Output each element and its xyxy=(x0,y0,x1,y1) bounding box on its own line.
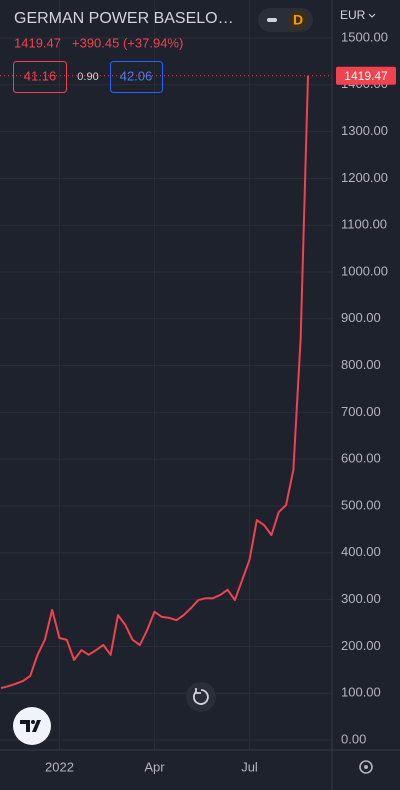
symbol[interactable]: GERMAN POWER BASELO… xyxy=(14,10,234,27)
bid-box[interactable] xyxy=(13,61,67,93)
y-tick-label: 0.00 xyxy=(341,731,366,746)
ask-box[interactable] xyxy=(110,61,163,93)
spread: 0.90 xyxy=(77,71,98,83)
last-price: 1419.47 xyxy=(14,35,61,50)
y-tick-label: 300.00 xyxy=(341,591,381,606)
settings-center xyxy=(364,765,368,769)
currency-caret xyxy=(368,13,376,18)
y-tick-label: 1300.00 xyxy=(341,123,388,138)
y-tick-label: 600.00 xyxy=(341,451,381,466)
price-line xyxy=(0,75,309,690)
plot xyxy=(0,75,332,690)
logo[interactable] xyxy=(13,707,51,745)
settings-icon[interactable] xyxy=(359,760,373,774)
y-tick-label: 700.00 xyxy=(341,404,381,419)
y-tick-label: 200.00 xyxy=(341,638,381,653)
interval: D xyxy=(293,12,303,28)
last-price-tag xyxy=(336,66,396,85)
y-tick-label: 900.00 xyxy=(341,310,381,325)
y-tick-label: 400.00 xyxy=(341,544,381,559)
reset-button[interactable] xyxy=(186,682,216,712)
logo-dot xyxy=(31,720,35,724)
grid xyxy=(0,0,332,750)
toggle-icon xyxy=(267,18,277,22)
y-tick-label: 100.00 xyxy=(341,685,381,700)
reset-icon xyxy=(193,688,209,705)
currency[interactable]: EUR xyxy=(340,8,366,22)
x-tick-label: Jul xyxy=(241,759,258,774)
y-tick-label: 500.00 xyxy=(341,497,381,512)
y-tick-label: 1000.00 xyxy=(341,263,388,278)
last-price-label: 1419.47 xyxy=(344,69,388,83)
y-tick-label: 1500.00 xyxy=(341,29,388,44)
price-change: +390.45 (+37.94%) xyxy=(72,35,183,50)
bid: 41.16 xyxy=(24,68,57,83)
y-tick-label: 800.00 xyxy=(341,357,381,372)
ask: 42.06 xyxy=(120,68,153,83)
x-tick-label: Apr xyxy=(144,759,165,774)
interval-badge xyxy=(288,10,308,30)
y-tick-label: 1100.00 xyxy=(341,217,387,232)
y-tick-label: 1200.00 xyxy=(341,170,388,185)
x-tick-label: 2022 xyxy=(45,759,74,774)
logo-mark xyxy=(20,720,41,732)
